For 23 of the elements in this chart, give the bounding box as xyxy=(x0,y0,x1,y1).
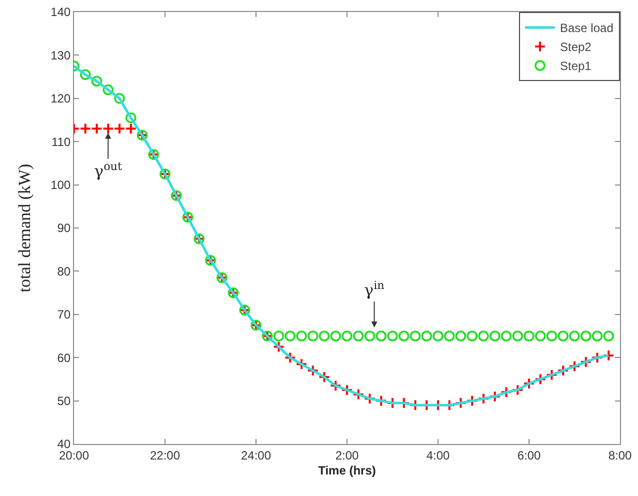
x-axis-title: Time (hrs) xyxy=(318,463,376,478)
y-tick-label: 90 xyxy=(57,221,71,236)
y-tick-label: 60 xyxy=(57,350,71,365)
x-tick-label: 24:00 xyxy=(240,448,272,462)
y-tick-label: 100 xyxy=(50,178,71,192)
legend-label: Base load xyxy=(560,21,614,36)
x-tick-label: 2:00 xyxy=(335,448,359,462)
y-tick-label: 70 xyxy=(57,308,71,322)
y-tick-label: 140 xyxy=(50,5,71,20)
x-tick-label: 22:00 xyxy=(150,448,180,462)
y-tick-label: 80 xyxy=(57,264,71,278)
y-tick-label: 130 xyxy=(50,48,71,62)
y-tick-label: 120 xyxy=(50,92,71,106)
annotation: γ$^{out}$ xyxy=(94,160,123,181)
legend-label: Step2 xyxy=(560,40,592,54)
x-tick-label: 4:00 xyxy=(426,448,450,462)
x-tick-label: 8:00 xyxy=(608,448,632,462)
x-tick-label: 6:00 xyxy=(517,448,541,462)
annotation: γ$^{in}$ xyxy=(364,279,384,300)
y-tick-label: 110 xyxy=(51,134,71,149)
y-tick-label: 50 xyxy=(57,394,71,408)
legend-label: Step1 xyxy=(560,59,592,74)
y-axis-title: total demand (kW) xyxy=(15,164,34,292)
